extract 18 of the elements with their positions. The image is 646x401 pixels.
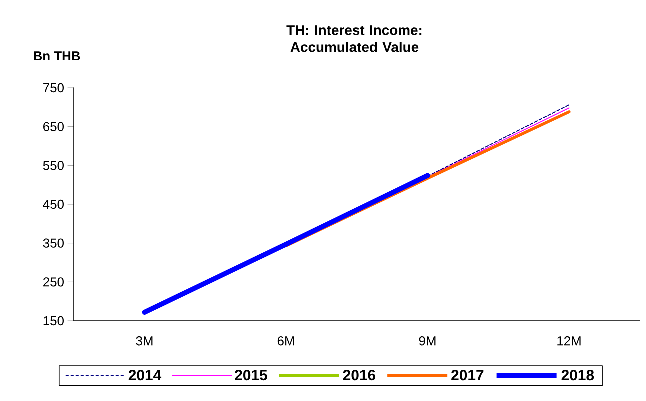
y-tick-label: 550 bbox=[43, 161, 64, 170]
legend-label: 2017 bbox=[452, 370, 484, 381]
legend-label: 2015 bbox=[235, 370, 268, 381]
y-tick-label: 750 bbox=[44, 83, 64, 93]
y-tick-label: 450 bbox=[43, 200, 64, 210]
x-tick-label: 12M bbox=[558, 336, 581, 346]
legend-label: 2014 bbox=[128, 370, 162, 381]
x-tick-label: 6M bbox=[278, 336, 294, 346]
x-tick-label: 3M bbox=[136, 336, 153, 346]
x-tick-label: 9M bbox=[419, 336, 436, 346]
legend-label: 2016 bbox=[343, 370, 376, 381]
chart-title: TH: Interest Income: Accumulated Value bbox=[286, 26, 422, 52]
y-tick-label: 350 bbox=[43, 238, 64, 248]
legend-label: 2018 bbox=[562, 370, 594, 381]
y-tick-label: 650 bbox=[44, 122, 64, 132]
y-tick-label: 150 bbox=[44, 316, 64, 326]
y-axis-title: Bn THB bbox=[34, 52, 80, 61]
y-tick-label: 250 bbox=[44, 278, 64, 287]
